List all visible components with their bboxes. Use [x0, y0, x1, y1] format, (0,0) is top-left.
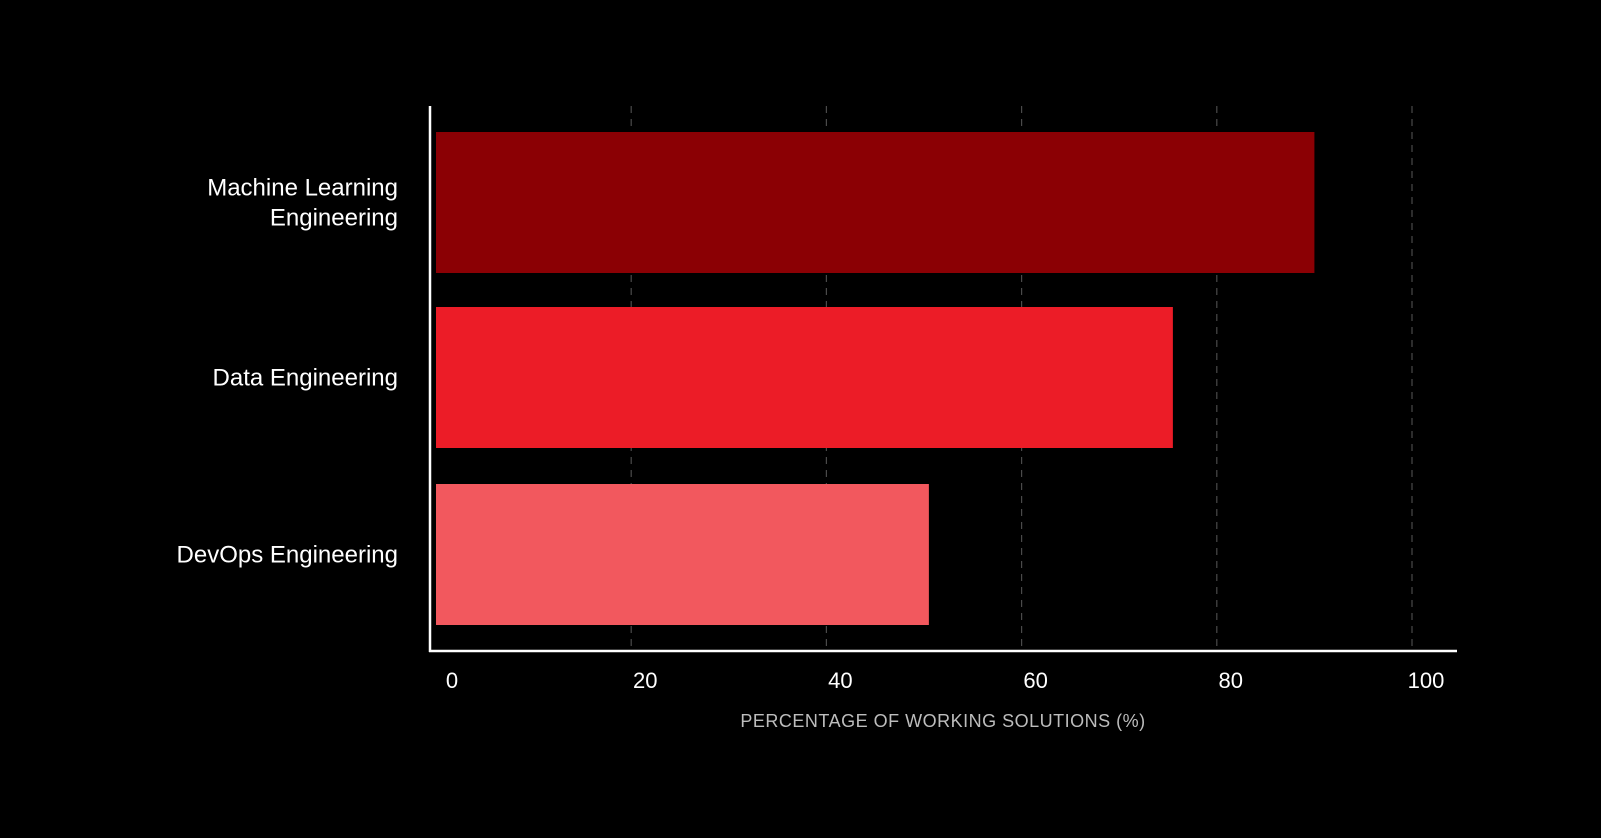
category-label-1: Machine Learning Engineering	[207, 175, 398, 232]
x-tick-label-0: 0	[446, 668, 458, 693]
x-tick-labels: 0 20 40 60 80 100	[446, 668, 1444, 693]
x-tick-label-80: 80	[1219, 668, 1243, 693]
bars	[436, 132, 1315, 625]
x-axis-title: PERCENTAGE OF WORKING SOLUTIONS (%)	[740, 711, 1145, 731]
x-tick-label-40: 40	[828, 668, 852, 693]
category-label-3: DevOps Engineering	[177, 542, 398, 569]
bar-2	[436, 307, 1173, 448]
bar-1	[436, 132, 1315, 273]
bar-3	[436, 484, 929, 625]
category-label-2: Data Engineering	[213, 365, 398, 392]
category-labels: Machine Learning Engineering Data Engineer…	[177, 175, 398, 569]
x-tick-label-100: 100	[1408, 668, 1445, 693]
axes	[428, 106, 1457, 653]
x-tick-label-60: 60	[1023, 668, 1047, 693]
x-tick-label-20: 20	[633, 668, 657, 693]
